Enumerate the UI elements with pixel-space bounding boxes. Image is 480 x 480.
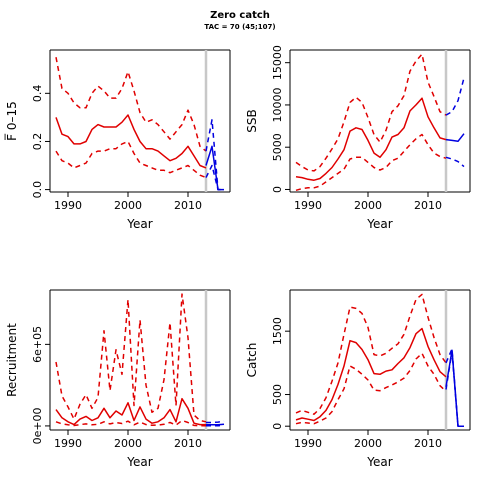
- y-tick-label: 0.0: [31, 181, 44, 199]
- y-tick-label: 1500: [271, 317, 284, 345]
- series-hist-median: [55, 114, 207, 169]
- y-tick-label: 10000: [271, 87, 284, 122]
- y-tick-label: 6e+05: [31, 326, 44, 363]
- chart-title: Zero catch: [210, 10, 270, 21]
- y-axis-label: Catch: [245, 343, 259, 378]
- series-hist-upper: [55, 293, 207, 423]
- series-hist-lower: [55, 140, 207, 179]
- series-hist-upper: [295, 293, 447, 415]
- x-tick-label: 1990: [294, 199, 322, 212]
- y-tick-label: 0: [271, 186, 284, 193]
- y-tick-label: 0.2: [31, 133, 44, 151]
- x-tick-label: 2000: [114, 199, 142, 212]
- x-tick-label: 2010: [174, 437, 202, 450]
- x-axis-label: Year: [126, 217, 152, 231]
- series-hist-upper: [295, 53, 447, 172]
- series-proj-median: [445, 133, 465, 143]
- series-proj-upper: [205, 119, 224, 191]
- series-hist-upper: [55, 57, 207, 152]
- chart-subtitle: TAC = 70 (45;107): [204, 23, 276, 31]
- y-axis-label: SSB: [245, 109, 259, 132]
- x-tick-label: 2000: [114, 437, 142, 450]
- series-hist-median: [55, 397, 206, 426]
- y-tick-label: 5000: [271, 133, 284, 161]
- series-hist-median: [295, 327, 447, 422]
- y-tick-label: 0: [271, 423, 284, 430]
- x-tick-label: 2010: [174, 199, 202, 212]
- series-proj-upper: [206, 420, 225, 424]
- y-axis-label: Recruitment: [5, 323, 19, 397]
- series-hist-lower: [295, 352, 447, 425]
- x-axis-label: Year: [126, 455, 152, 469]
- x-tick-label: 1990: [54, 199, 82, 212]
- y-tick-label: 500: [271, 384, 284, 405]
- x-tick-label: 2010: [414, 199, 442, 212]
- series-proj-upper: [445, 77, 465, 116]
- x-tick-label: 2010: [414, 437, 442, 450]
- series-proj-lower: [445, 156, 465, 168]
- y-tick-label: 15000: [271, 45, 284, 80]
- panel-fbar: 1990 2000 2010 0.0 0.2 0.4 Year F̅ 0–15: [4, 49, 231, 231]
- y-tick-label: 0e+00: [31, 407, 44, 444]
- panel-recruitment: 1990 2000 2010 0e+00 6e+05 Year Recruitment: [5, 289, 231, 469]
- x-tick-label: 2000: [354, 437, 382, 450]
- series-proj-lower: [445, 350, 464, 427]
- y-axis-label: F̅ 0–15: [4, 101, 19, 141]
- panel-catch: 1990 2000 2010 0 500 1500 Year Catch: [245, 289, 471, 469]
- panel-ssb: 1990 2000 2010 0 5000 10000 15000 Year SSB: [245, 45, 471, 231]
- x-tick-label: 1990: [54, 437, 82, 450]
- series-hist-lower: [295, 133, 447, 192]
- x-tick-label: 2000: [354, 199, 382, 212]
- series-proj-median: [205, 145, 224, 191]
- x-tick-label: 1990: [294, 437, 322, 450]
- series-hist-median: [295, 97, 447, 181]
- x-axis-label: Year: [366, 217, 392, 231]
- y-tick-label: 0.4: [31, 85, 44, 103]
- series-proj-median: [206, 423, 225, 426]
- x-axis-label: Year: [366, 455, 392, 469]
